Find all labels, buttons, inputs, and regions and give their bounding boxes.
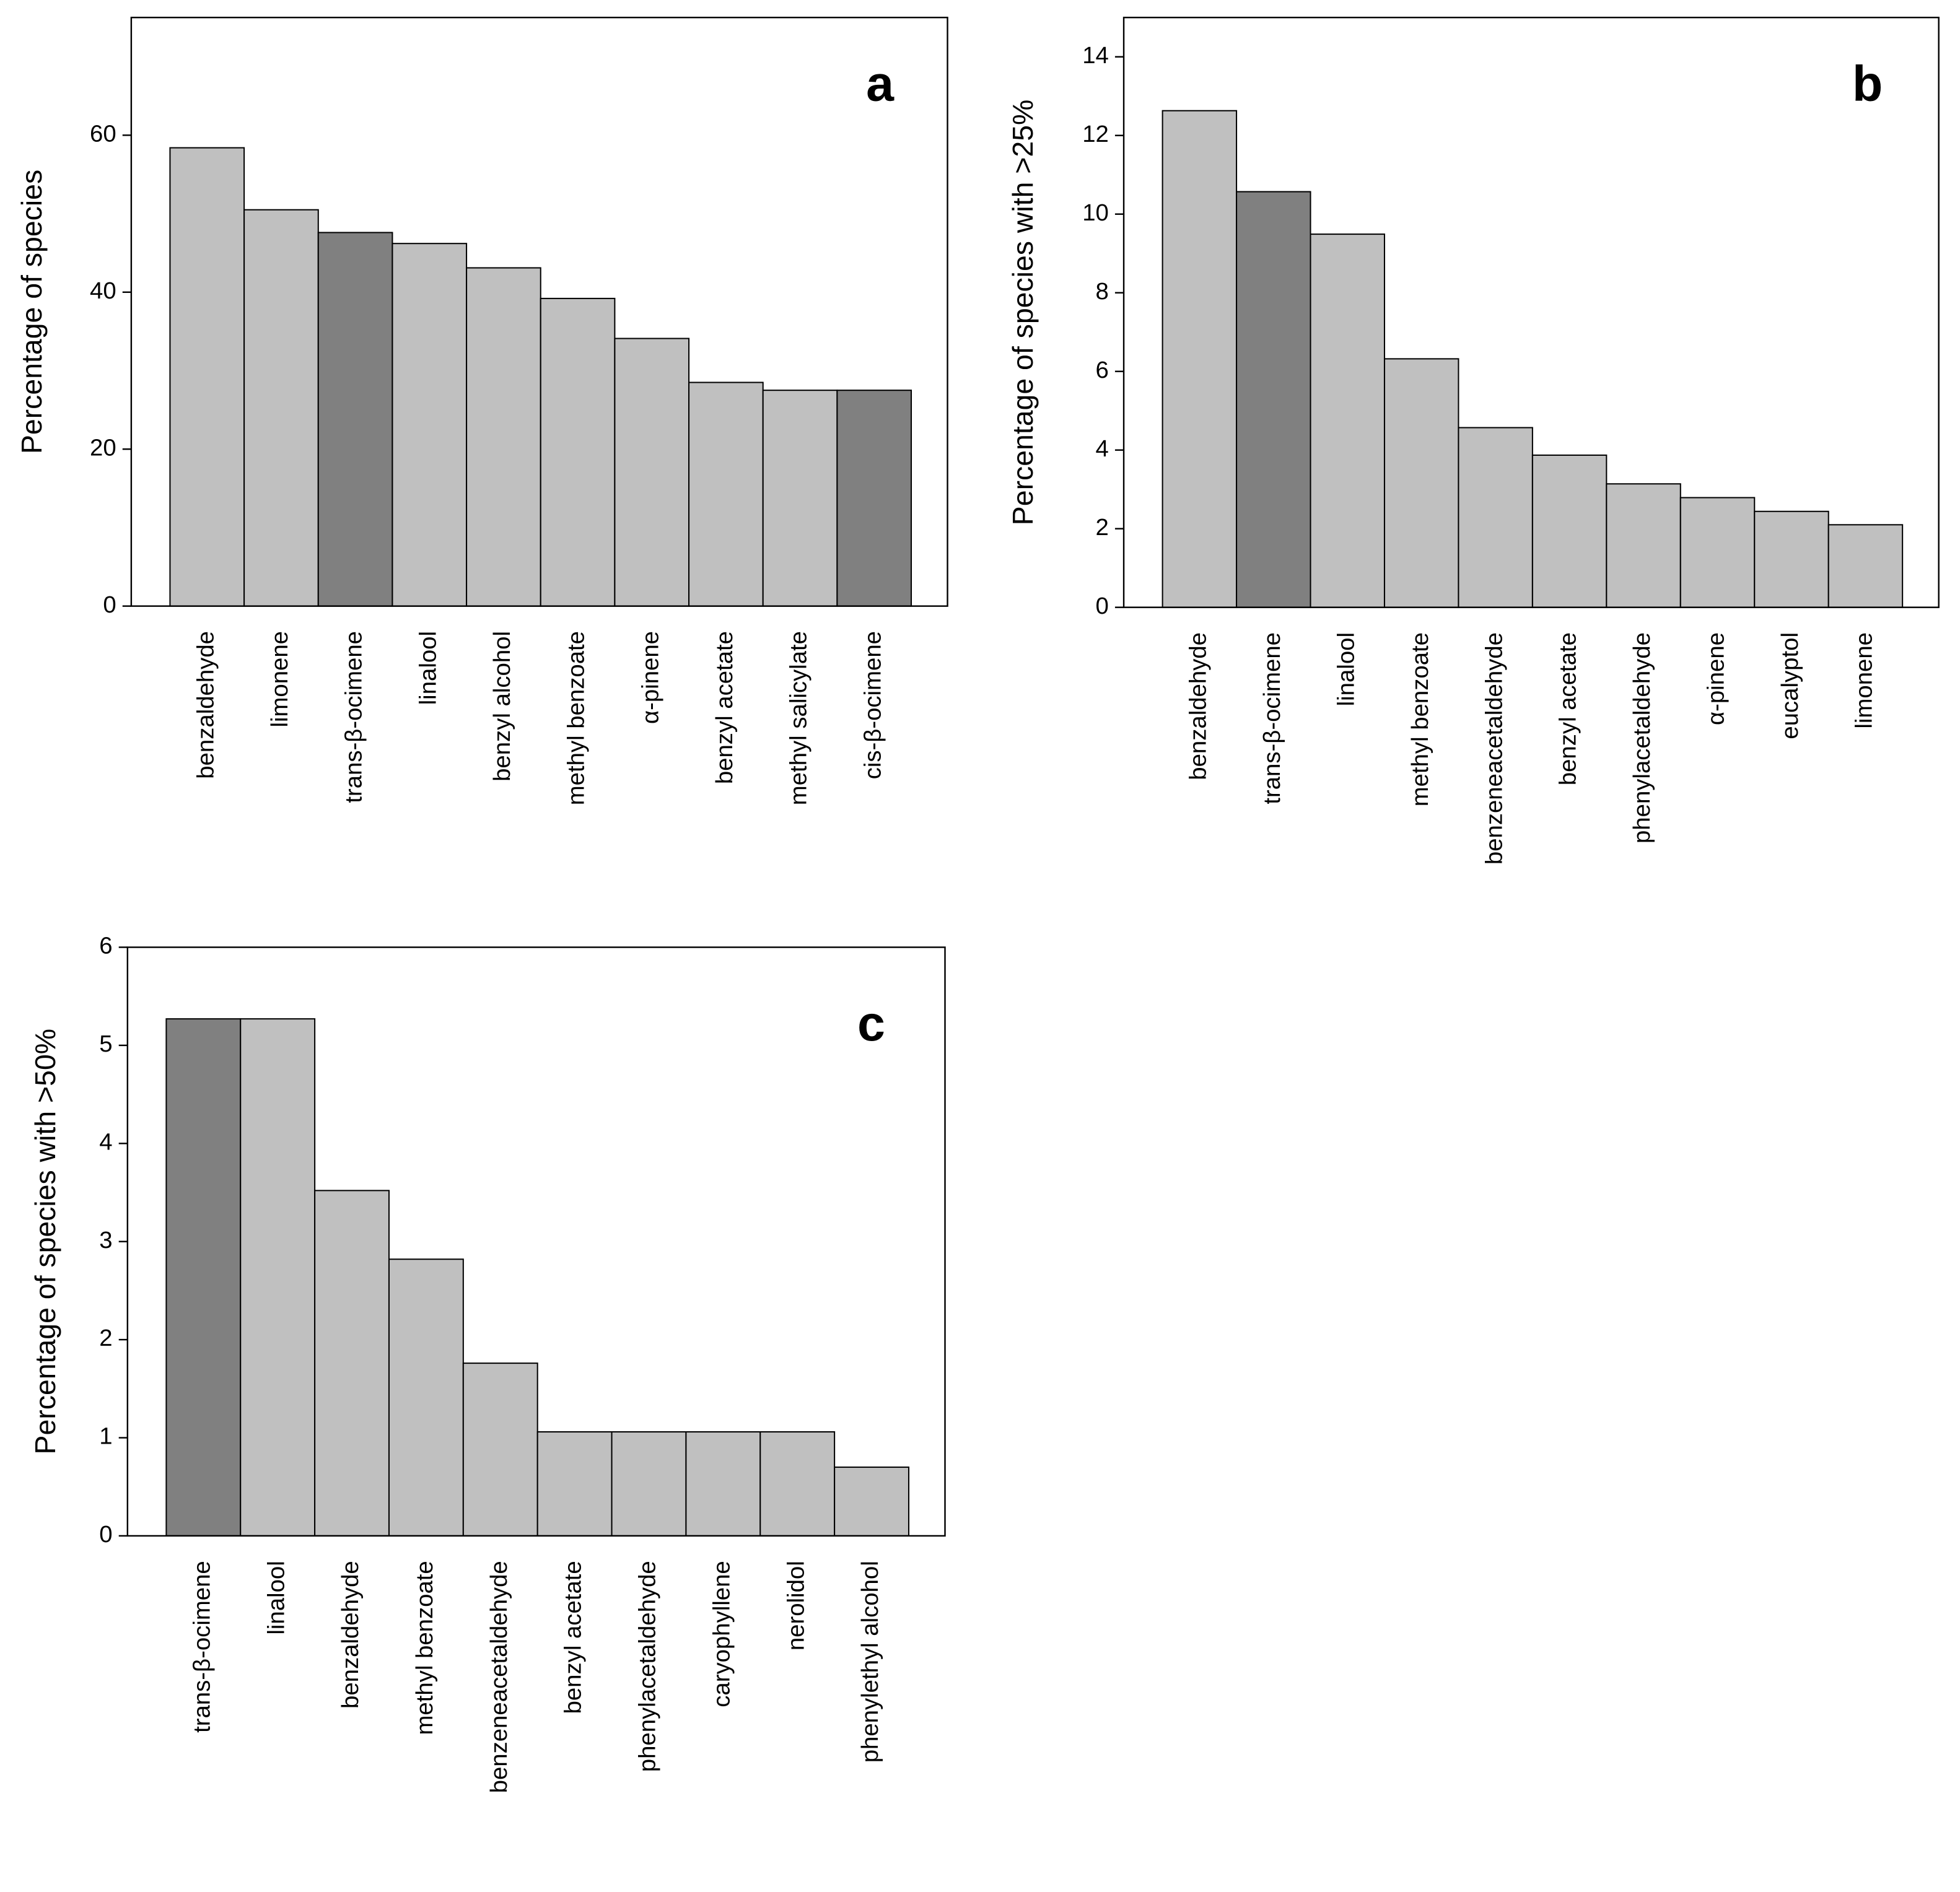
bar bbox=[614, 338, 690, 607]
x-tick-label: benzyl acetate bbox=[711, 631, 738, 784]
y-tick-label: 8 bbox=[1096, 278, 1109, 305]
y-tick-label: 40 bbox=[90, 277, 116, 304]
bar bbox=[1383, 358, 1459, 608]
x-tick-label: eucalyptol bbox=[1777, 632, 1803, 739]
y-tick-label: 6 bbox=[99, 933, 112, 959]
y-axis-label: Percentage of species with >50% bbox=[29, 1029, 61, 1454]
x-tick-label: benzyl acetate bbox=[560, 1561, 587, 1714]
y-tick-label: 14 bbox=[1082, 42, 1109, 69]
x-tick-label: linalool bbox=[1332, 632, 1359, 706]
x-tick-label: benzyl alcohol bbox=[489, 631, 515, 782]
x-tick-label: trans-β-ocimene bbox=[341, 631, 367, 803]
y-tick-label: 0 bbox=[103, 591, 116, 618]
y-tick-label: 20 bbox=[90, 434, 116, 461]
bar bbox=[1162, 110, 1238, 608]
panel-label: a bbox=[866, 56, 895, 112]
y-tick-label: 0 bbox=[99, 1521, 112, 1548]
x-tick-label: benzaldehyde bbox=[1184, 632, 1211, 780]
bar bbox=[317, 232, 393, 607]
y-tick-label: 60 bbox=[90, 120, 116, 147]
y-tick-label: 12 bbox=[1082, 121, 1109, 147]
x-tick-label: phenylethyl alcohol bbox=[857, 1561, 883, 1763]
x-tick-label: benzaldehyde bbox=[192, 631, 219, 779]
y-tick-label: 5 bbox=[99, 1031, 112, 1057]
bar bbox=[466, 267, 541, 607]
x-tick-label: benzaldehyde bbox=[337, 1561, 364, 1709]
y-tick-label: 6 bbox=[1096, 357, 1109, 383]
x-tick-label: nerolidol bbox=[782, 1561, 809, 1650]
bar bbox=[1679, 497, 1756, 608]
bar bbox=[836, 390, 912, 607]
x-tick-label: cis-β-ocimene bbox=[859, 631, 886, 779]
bar bbox=[392, 243, 468, 607]
bar bbox=[1310, 233, 1385, 608]
y-tick-label: 10 bbox=[1082, 199, 1109, 226]
plot-frame bbox=[126, 946, 946, 1537]
plot-frame bbox=[1122, 17, 1940, 608]
bar bbox=[388, 1258, 464, 1537]
bar bbox=[169, 147, 245, 607]
x-tick-label: α-pinene bbox=[637, 631, 663, 724]
x-tick-label: trans-β-ocimene bbox=[188, 1561, 215, 1733]
y-tick-label: 2 bbox=[1096, 514, 1109, 541]
bar bbox=[688, 381, 764, 607]
y-axis-label: Percentage of species bbox=[15, 170, 48, 454]
x-tick-label: methyl benzoate bbox=[563, 631, 590, 805]
bar bbox=[243, 209, 319, 607]
bar bbox=[1236, 191, 1311, 608]
bar bbox=[611, 1431, 687, 1537]
bar bbox=[762, 390, 838, 607]
bar bbox=[165, 1018, 242, 1537]
bar bbox=[1827, 524, 1904, 608]
x-tick-label: limonene bbox=[266, 631, 293, 728]
x-tick-label: methyl salicylate bbox=[785, 631, 812, 805]
bar bbox=[834, 1467, 909, 1537]
bar bbox=[1754, 510, 1829, 608]
x-tick-label: trans-β-ocimene bbox=[1259, 632, 1285, 804]
x-tick-label: phenylacetaldehyde bbox=[634, 1561, 661, 1772]
bar bbox=[314, 1190, 390, 1537]
x-tick-label: α-pinene bbox=[1703, 632, 1730, 725]
y-tick-label: 4 bbox=[1096, 435, 1109, 462]
panel-label: c bbox=[857, 996, 885, 1052]
bar bbox=[462, 1362, 538, 1537]
bar bbox=[1606, 483, 1681, 608]
x-tick-label: benzeneacetaldehyde bbox=[1481, 632, 1507, 865]
plot-frame bbox=[130, 17, 948, 607]
x-tick-label: linalool bbox=[263, 1561, 289, 1634]
x-tick-label: limonene bbox=[1851, 632, 1878, 729]
bar bbox=[1531, 454, 1608, 608]
x-tick-label: linalool bbox=[414, 631, 441, 705]
y-tick-label: 3 bbox=[99, 1227, 112, 1253]
bar bbox=[759, 1431, 836, 1537]
x-tick-label: methyl benzoate bbox=[1407, 632, 1433, 806]
x-tick-label: phenylacetaldehyde bbox=[1629, 632, 1655, 844]
bar bbox=[1458, 427, 1533, 608]
y-axis-label: Percentage of species with >25% bbox=[1007, 100, 1039, 525]
x-tick-label: methyl benzoate bbox=[411, 1561, 438, 1735]
y-tick-label: 0 bbox=[1096, 593, 1109, 619]
y-tick-label: 4 bbox=[99, 1128, 112, 1155]
x-tick-label: benzyl acetate bbox=[1555, 632, 1582, 785]
bar bbox=[536, 1431, 613, 1537]
x-tick-label: benzeneacetaldehyde bbox=[486, 1561, 512, 1793]
bar bbox=[540, 297, 616, 607]
y-tick-label: 1 bbox=[99, 1423, 112, 1450]
y-tick-label: 2 bbox=[99, 1325, 112, 1351]
bar bbox=[240, 1018, 316, 1537]
panel-label: b bbox=[1852, 56, 1883, 112]
x-tick-label: caryophyllene bbox=[708, 1561, 735, 1707]
bar bbox=[685, 1431, 761, 1537]
